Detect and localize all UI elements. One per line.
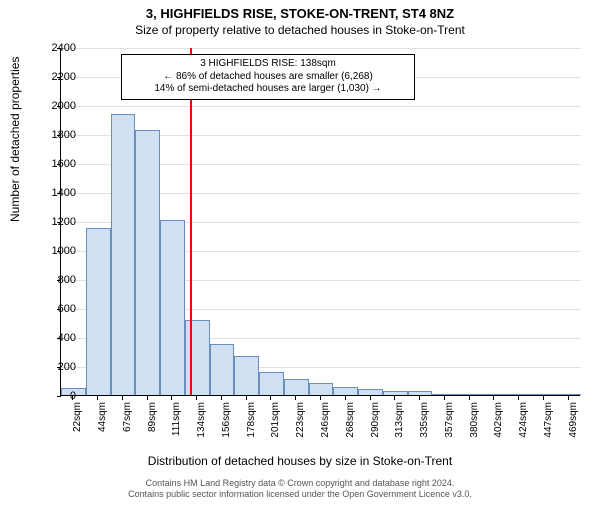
xtick-mark	[469, 396, 470, 400]
chart-container: 3, HIGHFIELDS RISE, STOKE-ON-TRENT, ST4 …	[0, 6, 600, 506]
histogram-bar	[160, 220, 185, 395]
annotation-line1: 3 HIGHFIELDS RISE: 138sqm	[128, 58, 408, 71]
ytick-label: 1600	[42, 158, 76, 170]
xtick-label: 424sqm	[518, 402, 529, 452]
footer-line1: Contains HM Land Registry data © Crown c…	[0, 478, 600, 489]
xtick-mark	[394, 396, 395, 400]
annotation-line3: 14% of semi-detached houses are larger (…	[128, 83, 408, 96]
footer-line2: Contains public sector information licen…	[0, 489, 600, 500]
plot-area: 3 HIGHFIELDS RISE: 138sqm ← 86% of detac…	[60, 48, 580, 396]
histogram-bar	[284, 379, 309, 395]
xtick-mark	[295, 396, 296, 400]
xtick-mark	[543, 396, 544, 400]
xtick-mark	[320, 396, 321, 400]
xtick-mark	[518, 396, 519, 400]
xtick-label: 447sqm	[543, 402, 554, 452]
histogram-bar	[383, 391, 408, 395]
ytick-label: 2000	[42, 100, 76, 112]
xtick-label: 134sqm	[196, 402, 207, 452]
histogram-bar	[185, 320, 210, 395]
histogram-bar	[457, 394, 482, 395]
histogram-bar	[135, 130, 160, 395]
plot-wrap: 3 HIGHFIELDS RISE: 138sqm ← 86% of detac…	[60, 48, 580, 396]
ytick-label: 2200	[42, 71, 76, 83]
histogram-bar	[333, 387, 358, 395]
xtick-mark	[196, 396, 197, 400]
ytick-label: 600	[42, 303, 76, 315]
xtick-mark	[171, 396, 172, 400]
annotation-box: 3 HIGHFIELDS RISE: 138sqm ← 86% of detac…	[121, 54, 415, 100]
histogram-bar	[482, 394, 507, 395]
histogram-bar	[234, 356, 259, 395]
xtick-label: 290sqm	[370, 402, 381, 452]
histogram-bar	[309, 383, 334, 395]
ytick-label: 1800	[42, 129, 76, 141]
xtick-label: 201sqm	[270, 402, 281, 452]
xtick-mark	[493, 396, 494, 400]
ytick-label: 200	[42, 361, 76, 373]
xtick-mark	[221, 396, 222, 400]
xtick-mark	[97, 396, 98, 400]
histogram-bar	[210, 344, 235, 395]
histogram-bar	[358, 389, 383, 395]
histogram-bar	[507, 394, 532, 395]
xtick-mark	[370, 396, 371, 400]
xtick-label: 469sqm	[568, 402, 579, 452]
xtick-label: 402sqm	[493, 402, 504, 452]
x-axis-label: Distribution of detached houses by size …	[0, 454, 600, 468]
gridline	[61, 48, 581, 49]
ytick-label: 2400	[42, 42, 76, 54]
chart-title-sub: Size of property relative to detached ho…	[0, 23, 600, 37]
xtick-mark	[246, 396, 247, 400]
xtick-label: 89sqm	[147, 402, 158, 452]
xtick-mark	[147, 396, 148, 400]
xtick-label: 223sqm	[295, 402, 306, 452]
histogram-bar	[531, 394, 556, 395]
histogram-bar	[86, 228, 111, 395]
xtick-mark	[568, 396, 569, 400]
annotation-line2: ← 86% of detached houses are smaller (6,…	[128, 71, 408, 84]
gridline	[61, 106, 581, 107]
histogram-bar	[432, 394, 457, 395]
reference-line	[190, 48, 192, 395]
xtick-label: 156sqm	[221, 402, 232, 452]
xtick-label: 67sqm	[122, 402, 133, 452]
xtick-label: 357sqm	[444, 402, 455, 452]
ytick-label: 1200	[42, 216, 76, 228]
xtick-label: 22sqm	[72, 402, 83, 452]
xtick-label: 380sqm	[469, 402, 480, 452]
ytick-label: 400	[42, 332, 76, 344]
xtick-label: 335sqm	[419, 402, 430, 452]
histogram-bar	[408, 391, 433, 395]
xtick-label: 268sqm	[345, 402, 356, 452]
histogram-bar	[556, 394, 581, 395]
y-axis-label: Number of detached properties	[8, 57, 22, 222]
xtick-label: 44sqm	[97, 402, 108, 452]
xtick-mark	[444, 396, 445, 400]
xtick-mark	[270, 396, 271, 400]
xtick-label: 178sqm	[246, 402, 257, 452]
xtick-mark	[345, 396, 346, 400]
xtick-label: 246sqm	[320, 402, 331, 452]
footer-attribution: Contains HM Land Registry data © Crown c…	[0, 478, 600, 500]
ytick-label: 0	[42, 390, 76, 402]
xtick-label: 111sqm	[171, 402, 182, 452]
histogram-bar	[259, 372, 284, 395]
ytick-label: 800	[42, 274, 76, 286]
xtick-mark	[419, 396, 420, 400]
chart-title-main: 3, HIGHFIELDS RISE, STOKE-ON-TRENT, ST4 …	[0, 6, 600, 21]
xtick-mark	[122, 396, 123, 400]
xtick-label: 313sqm	[394, 402, 405, 452]
ytick-label: 1400	[42, 187, 76, 199]
histogram-bar	[111, 114, 136, 395]
ytick-label: 1000	[42, 245, 76, 257]
